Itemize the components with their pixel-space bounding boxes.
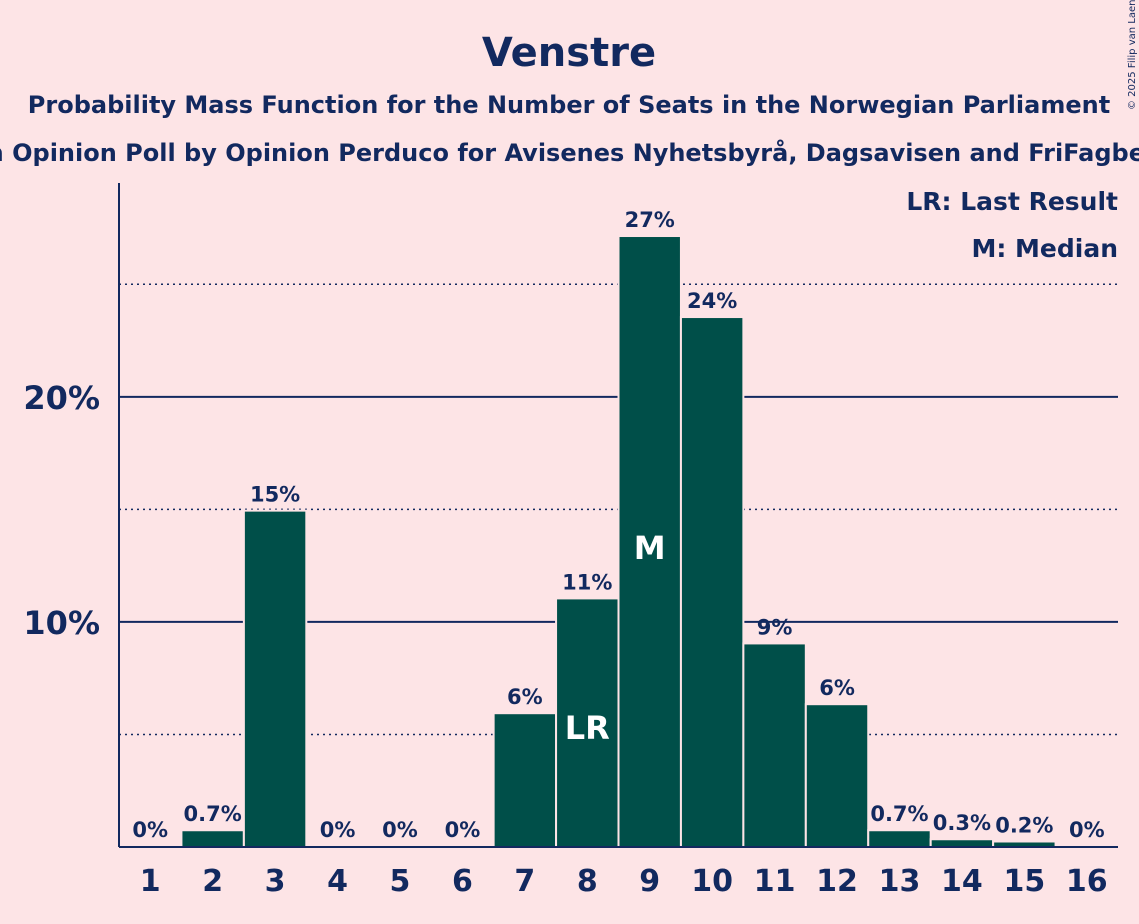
last-result-marker: LR xyxy=(565,709,610,747)
data-labels: 0% 1 0.7% 2 15% 3 0% 4 0% 5 0% 6 6% 7 11% 8 LR 27% 9 M 24% 10… xyxy=(132,208,1107,899)
chart-subtitle: Probability Mass Function for the Number… xyxy=(28,91,1110,119)
data-label-2: 0.7% xyxy=(184,802,242,826)
axes xyxy=(118,183,1118,848)
legend-median: M: Median xyxy=(971,234,1118,263)
x-tick-label-2: 2 xyxy=(202,864,223,899)
data-label-8: 11% xyxy=(562,570,612,594)
x-tick-label-11: 11 xyxy=(754,864,796,899)
bar-2 xyxy=(182,831,243,847)
x-tick-label-6: 6 xyxy=(452,864,473,899)
x-tick-label-9: 9 xyxy=(639,864,660,899)
data-label-7: 6% xyxy=(507,685,543,709)
data-label-15: 0.2% xyxy=(995,813,1053,837)
bar-12 xyxy=(806,705,868,847)
chart-subtitle-source: Based on an Opinion Poll by Opinion Perd… xyxy=(0,138,1139,167)
data-label-12: 6% xyxy=(819,676,855,700)
data-label-6: 0% xyxy=(445,818,481,842)
x-tick-label-7: 7 xyxy=(514,864,535,899)
data-label-14: 0.3% xyxy=(933,811,991,835)
x-tick-label-14: 14 xyxy=(941,864,983,899)
x-tick-label-8: 8 xyxy=(577,864,598,899)
bar-9 xyxy=(619,237,680,848)
bar-15 xyxy=(994,842,1055,847)
x-tick-label-12: 12 xyxy=(816,864,858,899)
bar-13 xyxy=(869,831,930,847)
copyright-credit: © 2025 Filip van Laenen xyxy=(1127,0,1138,110)
data-label-4: 0% xyxy=(320,818,356,842)
x-tick-label-3: 3 xyxy=(265,864,286,899)
data-label-16: 0% xyxy=(1069,818,1105,842)
y-tick-label: 20% xyxy=(23,379,100,417)
x-tick-label-13: 13 xyxy=(879,864,921,899)
chart-title: Venstre xyxy=(482,30,656,76)
y-tick-label: 10% xyxy=(23,604,100,642)
bar-14 xyxy=(931,840,993,847)
x-tick-label-5: 5 xyxy=(390,864,411,899)
bar-10 xyxy=(681,318,743,847)
data-label-13: 0.7% xyxy=(870,802,928,826)
data-label-1: 0% xyxy=(132,818,168,842)
bar-3 xyxy=(244,511,306,847)
legend-last-result: LR: Last Result xyxy=(906,187,1118,216)
data-label-3: 15% xyxy=(250,483,300,507)
x-tick-label-1: 1 xyxy=(140,864,161,899)
bar-8 xyxy=(557,599,618,847)
data-label-5: 0% xyxy=(382,818,418,842)
median-marker: M xyxy=(634,529,666,567)
x-tick-label-16: 16 xyxy=(1066,864,1108,899)
x-tick-label-4: 4 xyxy=(327,864,348,899)
data-label-9: 27% xyxy=(625,208,675,232)
bar-11 xyxy=(744,644,805,847)
data-label-11: 9% xyxy=(757,615,793,639)
data-label-10: 24% xyxy=(687,289,737,313)
bars xyxy=(180,235,1057,848)
x-tick-label-10: 10 xyxy=(691,864,733,899)
bar-7 xyxy=(494,714,556,847)
x-tick-label-15: 15 xyxy=(1003,864,1045,899)
